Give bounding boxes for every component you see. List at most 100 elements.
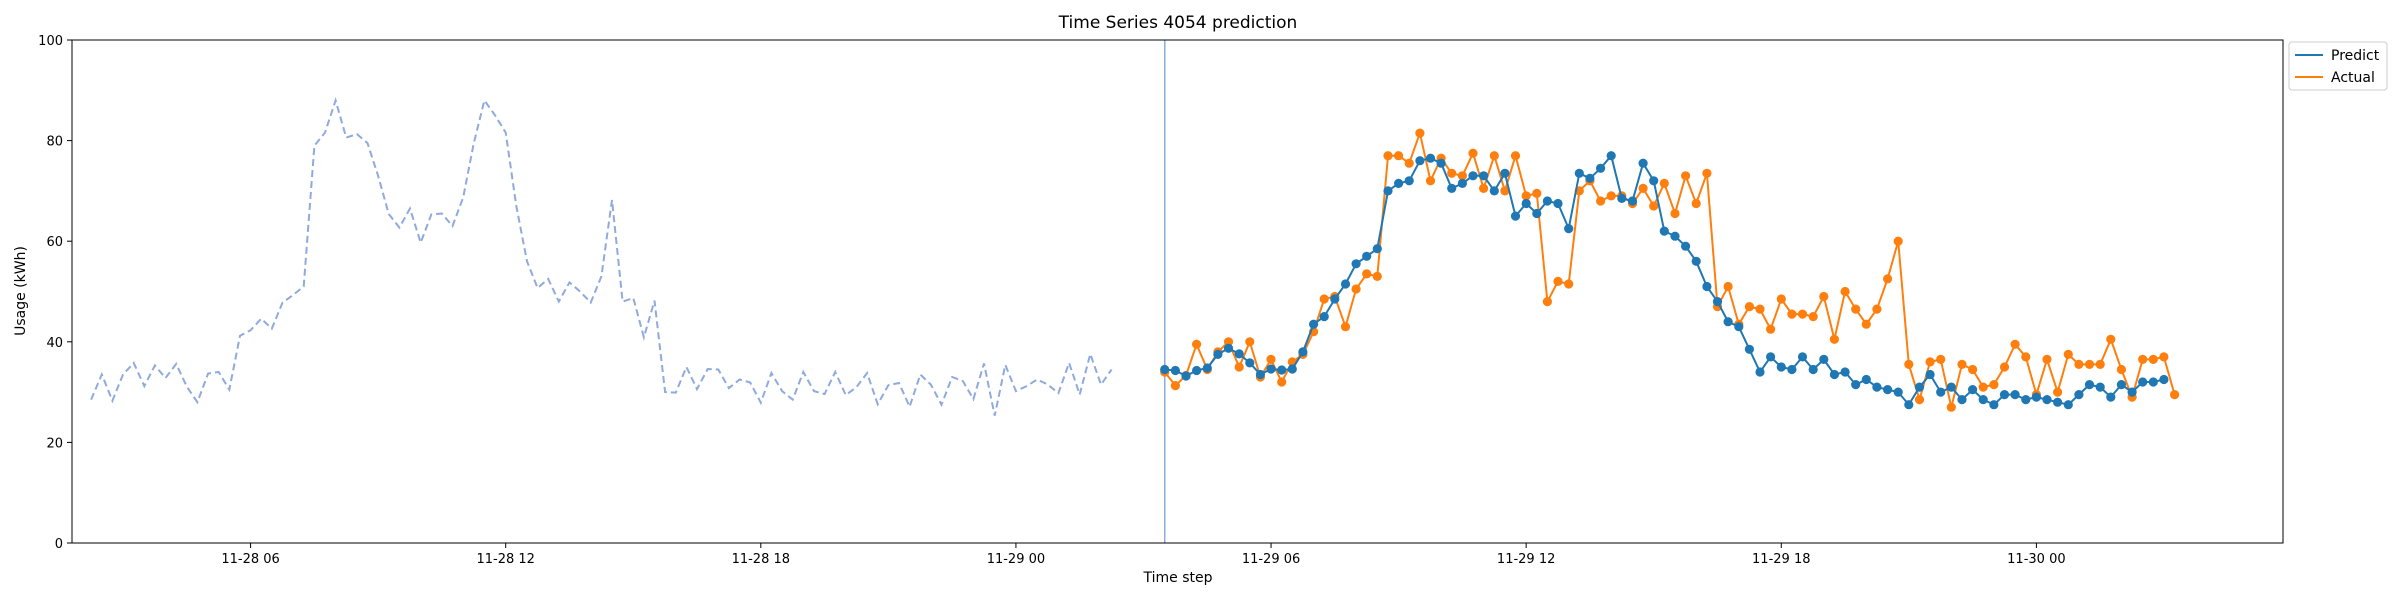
predict-point	[1255, 369, 1265, 380]
predict-point	[2053, 397, 2063, 407]
plot-frame	[71, 39, 2284, 544]
actual-point	[1564, 279, 1574, 289]
predict-point	[1734, 322, 1744, 332]
predict-point	[1723, 317, 1733, 327]
predict-point	[2010, 390, 2020, 400]
predict-point	[1596, 163, 1606, 173]
actual-point	[1904, 359, 1914, 369]
predict-point	[1457, 178, 1467, 188]
predict-point	[2159, 374, 2169, 385]
actual-point	[2095, 359, 2105, 369]
actual-point	[1372, 271, 1382, 281]
actual-point	[1851, 304, 1861, 314]
history-line	[90, 96, 1113, 416]
predict-point	[1776, 362, 1786, 372]
actual-point	[1638, 183, 1648, 193]
actual-point	[2116, 364, 2126, 375]
actual-point	[2084, 359, 2095, 369]
actual-point	[1819, 291, 1829, 302]
predict-point	[1309, 319, 1319, 329]
actual-point	[2074, 359, 2084, 369]
y-tick-label: 0	[55, 537, 63, 552]
predict-point	[1202, 363, 1212, 373]
actual-point	[1404, 158, 1414, 168]
actual-point	[1840, 286, 1850, 297]
predict-point	[1936, 387, 1946, 397]
predict-point	[1542, 196, 1552, 206]
x-tick-label: 11-28 06	[221, 552, 279, 567]
predict-point	[1766, 352, 1776, 362]
actual-point	[1457, 171, 1467, 181]
actual-point	[1957, 359, 1967, 369]
predict-point	[1883, 385, 1893, 395]
actual-point	[1606, 191, 1616, 201]
chart-title: Time Series 4054 prediction	[1058, 13, 1298, 33]
actual-point	[1946, 402, 1956, 412]
predict-point	[1946, 382, 1956, 392]
actual-point	[1968, 364, 1978, 375]
predict-point	[2138, 377, 2148, 387]
predict-point	[1904, 400, 1914, 410]
predict-point	[1925, 369, 1935, 380]
actual-point	[1394, 151, 1404, 161]
actual-point	[1245, 337, 1255, 347]
predict-point	[1415, 156, 1425, 166]
predict-point	[1574, 168, 1584, 178]
predict-point	[1797, 352, 1808, 362]
x-tick-label: 11-29 06	[1242, 552, 1300, 567]
actual-point	[1425, 176, 1436, 186]
predict-point	[1861, 374, 1871, 385]
y-tick-label: 40	[46, 336, 63, 351]
actual-point	[2053, 387, 2063, 397]
predict-point	[1351, 259, 1361, 269]
predict-point	[1638, 158, 1648, 168]
predict-point	[1181, 371, 1191, 381]
predict-point	[1277, 365, 1287, 375]
predict-point	[1160, 364, 1170, 375]
predict-point	[2106, 392, 2116, 402]
predict-point	[2148, 377, 2158, 387]
predict-point	[1436, 158, 1446, 168]
actual-point	[2021, 352, 2031, 362]
x-tick-label: 11-28 18	[732, 552, 790, 567]
actual-point	[1829, 334, 1839, 344]
actual-point	[1872, 304, 1882, 314]
series-actual	[1160, 128, 2180, 412]
predict-point	[1681, 241, 1691, 251]
actual-point	[1702, 168, 1712, 178]
predict-point	[1447, 183, 1457, 193]
actual-point	[1659, 178, 1669, 188]
predict-point	[1489, 186, 1499, 196]
predict-point	[2042, 395, 2052, 405]
actual-point	[2138, 354, 2148, 364]
predict-point	[1372, 244, 1382, 254]
predict-point	[1893, 387, 1903, 397]
actual-point	[1978, 382, 1988, 392]
actual-point	[1914, 395, 1925, 405]
y-tick-label: 80	[46, 135, 63, 150]
predict-point	[1521, 198, 1531, 209]
predict-point	[1362, 251, 1372, 261]
actual-point	[1797, 309, 1808, 319]
predict-point	[2095, 382, 2105, 392]
x-axis-label: Time step	[1143, 570, 1213, 586]
actual-point	[1776, 294, 1786, 304]
actual-point	[1744, 302, 1754, 312]
actual-point	[1319, 294, 1329, 304]
actual-point	[1266, 354, 1276, 364]
predict-point	[1999, 390, 2010, 400]
predict-point	[1425, 153, 1436, 163]
actual-point	[1893, 236, 1903, 246]
predict-point	[2063, 400, 2073, 410]
predict-point	[1585, 173, 1595, 183]
actual-point	[1766, 324, 1776, 334]
predict-point	[1712, 297, 1723, 307]
actual-point	[2159, 352, 2169, 362]
predict-point	[1394, 178, 1404, 188]
actual-point	[1479, 183, 1489, 193]
actual-point	[2042, 354, 2052, 364]
actual-point	[1277, 377, 1287, 387]
predict-point	[1872, 382, 1882, 392]
predict-point	[1319, 312, 1329, 322]
actual-point	[2106, 334, 2116, 344]
